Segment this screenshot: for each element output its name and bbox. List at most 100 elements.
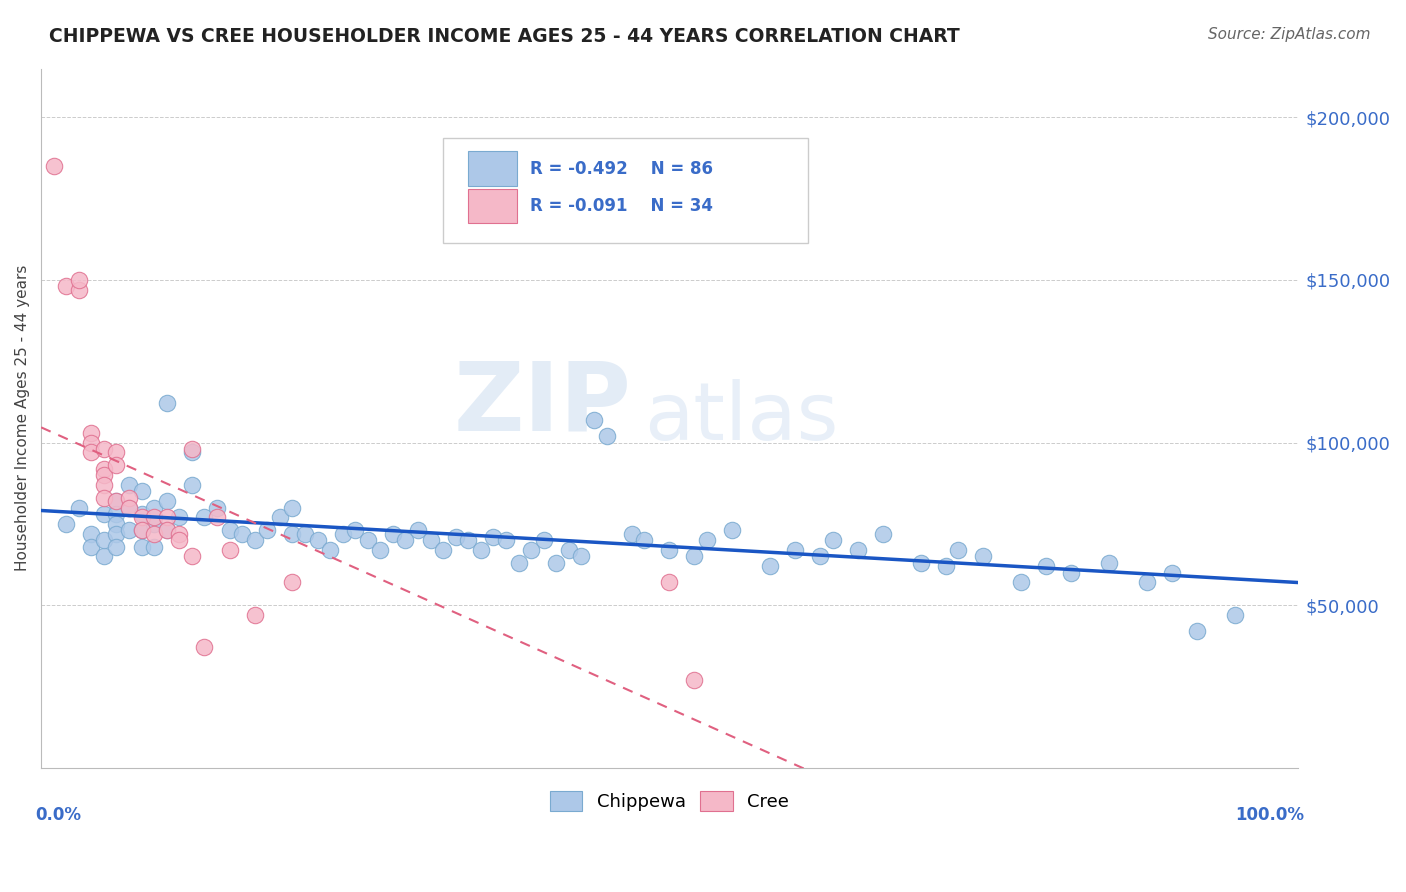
Point [658, 542, 681, 557]
Point [105, 516, 128, 531]
FancyBboxPatch shape [468, 152, 517, 186]
Point [872, 526, 894, 541]
Point [118, 500, 141, 515]
Point [457, 533, 479, 547]
Point [1035, 559, 1057, 574]
Point [281, 575, 304, 590]
Point [808, 549, 831, 564]
Point [218, 542, 240, 557]
Text: ZIP: ZIP [454, 358, 631, 450]
Point [80, 425, 103, 440]
Point [281, 526, 304, 541]
Point [143, 500, 166, 515]
Point [180, 477, 202, 491]
Point [169, 526, 191, 541]
Point [93, 533, 115, 547]
Point [243, 533, 266, 547]
Point [93, 491, 115, 505]
Point [1223, 607, 1246, 622]
Point [67, 283, 90, 297]
Point [582, 413, 605, 427]
Point [658, 575, 681, 590]
Point [546, 556, 568, 570]
Point [683, 549, 706, 564]
Point [495, 533, 517, 547]
Point [180, 442, 202, 456]
Point [156, 494, 179, 508]
Point [93, 477, 115, 491]
Point [406, 524, 429, 538]
Point [193, 510, 215, 524]
Legend: Chippewa, Cree: Chippewa, Cree [543, 784, 796, 818]
Point [332, 526, 354, 541]
Point [131, 540, 153, 554]
Point [193, 640, 215, 655]
Point [67, 500, 90, 515]
Point [243, 607, 266, 622]
Point [482, 530, 505, 544]
Point [394, 533, 416, 547]
Point [118, 524, 141, 538]
Point [105, 494, 128, 508]
Text: R = -0.492    N = 86: R = -0.492 N = 86 [530, 160, 713, 178]
Point [910, 556, 932, 570]
Text: R = -0.091    N = 34: R = -0.091 N = 34 [530, 197, 713, 215]
Point [93, 549, 115, 564]
Point [80, 435, 103, 450]
Point [156, 524, 179, 538]
Point [80, 445, 103, 459]
Point [118, 477, 141, 491]
Point [846, 542, 869, 557]
Point [1136, 575, 1159, 590]
Point [143, 510, 166, 524]
Text: CHIPPEWA VS CREE HOUSEHOLDER INCOME AGES 25 - 44 YEARS CORRELATION CHART: CHIPPEWA VS CREE HOUSEHOLDER INCOME AGES… [49, 27, 960, 45]
Point [105, 526, 128, 541]
Point [269, 510, 291, 524]
Point [131, 524, 153, 538]
Point [156, 510, 179, 524]
Point [558, 542, 581, 557]
Point [1185, 624, 1208, 639]
Point [948, 542, 970, 557]
Point [1160, 566, 1182, 580]
Point [419, 533, 441, 547]
Point [131, 524, 153, 538]
Point [508, 556, 530, 570]
Point [307, 533, 329, 547]
Point [533, 533, 555, 547]
Point [93, 442, 115, 456]
Point [432, 542, 454, 557]
Point [131, 507, 153, 521]
Point [370, 542, 392, 557]
Point [131, 510, 153, 524]
Point [105, 507, 128, 521]
Point [143, 516, 166, 531]
Point [131, 484, 153, 499]
Point [381, 526, 404, 541]
Point [143, 526, 166, 541]
Point [143, 540, 166, 554]
Point [595, 429, 617, 443]
Point [256, 524, 278, 538]
Point [205, 500, 228, 515]
Point [42, 159, 65, 173]
Point [80, 540, 103, 554]
Point [319, 542, 342, 557]
Point [80, 526, 103, 541]
Point [1010, 575, 1032, 590]
Point [156, 524, 179, 538]
Text: Source: ZipAtlas.com: Source: ZipAtlas.com [1208, 27, 1371, 42]
Text: 0.0%: 0.0% [35, 806, 80, 824]
FancyBboxPatch shape [443, 138, 807, 244]
Point [721, 524, 744, 538]
Point [105, 445, 128, 459]
Y-axis label: Householder Income Ages 25 - 44 years: Householder Income Ages 25 - 44 years [15, 265, 30, 571]
Point [218, 524, 240, 538]
Point [105, 494, 128, 508]
Point [55, 279, 77, 293]
Point [93, 461, 115, 475]
Point [169, 510, 191, 524]
Point [281, 500, 304, 515]
Point [105, 540, 128, 554]
Point [294, 526, 316, 541]
